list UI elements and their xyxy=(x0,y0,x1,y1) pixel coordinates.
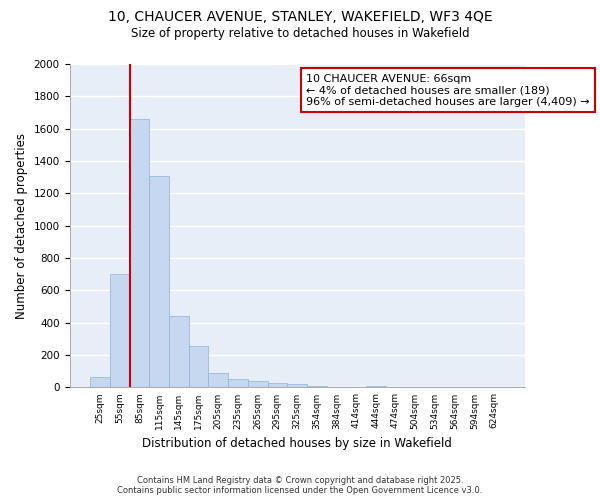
Text: Size of property relative to detached houses in Wakefield: Size of property relative to detached ho… xyxy=(131,28,469,40)
Bar xyxy=(130,119,149,388)
Text: 10, CHAUCER AVENUE, STANLEY, WAKEFIELD, WF3 4QE: 10, CHAUCER AVENUE, STANLEY, WAKEFIELD, … xyxy=(107,10,493,24)
Bar xyxy=(228,378,248,388)
Bar xyxy=(366,386,386,388)
Bar xyxy=(169,316,189,388)
Text: 10 CHAUCER AVENUE: 66sqm
← 4% of detached houses are smaller (189)
96% of semi-d: 10 CHAUCER AVENUE: 66sqm ← 4% of detache… xyxy=(306,74,590,107)
Bar xyxy=(208,373,228,388)
Bar xyxy=(287,384,307,388)
Bar xyxy=(268,384,287,388)
Text: Contains HM Land Registry data © Crown copyright and database right 2025.
Contai: Contains HM Land Registry data © Crown c… xyxy=(118,476,482,495)
Bar xyxy=(307,386,326,388)
Bar xyxy=(90,377,110,388)
Bar xyxy=(189,346,208,388)
Y-axis label: Number of detached properties: Number of detached properties xyxy=(15,132,28,318)
X-axis label: Distribution of detached houses by size in Wakefield: Distribution of detached houses by size … xyxy=(142,437,452,450)
Bar xyxy=(110,274,130,388)
Bar xyxy=(248,381,268,388)
Bar xyxy=(149,176,169,388)
